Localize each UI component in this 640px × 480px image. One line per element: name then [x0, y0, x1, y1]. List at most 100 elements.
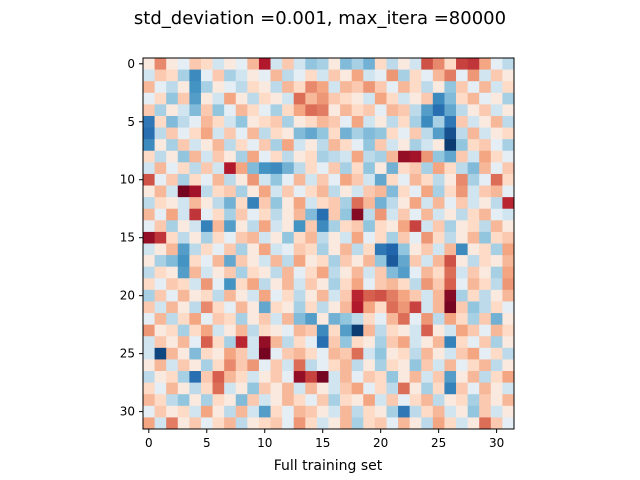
heatmap-cell: [444, 289, 457, 302]
heatmap-cell: [270, 336, 283, 349]
heatmap-cell: [456, 394, 469, 407]
heatmap-cell: [200, 347, 213, 360]
heatmap-cell: [421, 115, 434, 128]
heatmap-cell: [502, 313, 515, 326]
x-tick-label: 25: [431, 436, 446, 450]
heatmap-cell: [177, 278, 190, 291]
heatmap-cell: [490, 359, 503, 372]
heatmap-cell: [235, 231, 248, 244]
heatmap-cell: [328, 289, 341, 302]
heatmap-cell: [212, 243, 225, 256]
heatmap-cell: [363, 185, 376, 198]
heatmap-cell: [386, 139, 399, 152]
heatmap-cell: [421, 417, 434, 430]
heatmap-cell: [166, 220, 179, 233]
heatmap-cell: [502, 104, 515, 117]
heatmap-cell: [282, 150, 295, 163]
heatmap-cell: [409, 289, 422, 302]
heatmap-cell: [282, 139, 295, 152]
heatmap-cell: [374, 208, 387, 221]
heatmap-cell: [305, 58, 318, 70]
heatmap-cell: [282, 127, 295, 140]
heatmap-cell: [328, 347, 341, 360]
heatmap-cell: [293, 104, 306, 117]
heatmap-cell: [258, 324, 271, 337]
heatmap-cell: [467, 58, 480, 70]
heatmap-cell: [479, 197, 492, 210]
heatmap-cell: [398, 359, 411, 372]
heatmap-cell: [340, 69, 353, 82]
heatmap-cell: [374, 313, 387, 326]
heatmap-cell: [386, 208, 399, 221]
heatmap-cell: [432, 231, 445, 244]
heatmap-cell: [270, 313, 283, 326]
heatmap-cell: [247, 313, 260, 326]
heatmap-cell: [177, 255, 190, 268]
heatmap-cell: [316, 231, 329, 244]
heatmap-cell: [258, 208, 271, 221]
heatmap-cell: [235, 301, 248, 314]
heatmap-cell: [154, 220, 167, 233]
heatmap-cell: [351, 220, 364, 233]
heatmap-cell: [409, 208, 422, 221]
heatmap-cell: [200, 92, 213, 105]
heatmap-cell: [351, 104, 364, 117]
heatmap-cell: [502, 382, 515, 395]
heatmap-cell: [212, 220, 225, 233]
heatmap-cell: [212, 382, 225, 395]
heatmap-cell: [305, 347, 318, 360]
heatmap-cell: [270, 81, 283, 94]
heatmap-cell: [200, 382, 213, 395]
heatmap-cell: [316, 197, 329, 210]
heatmap-cell: [316, 243, 329, 256]
heatmap-cell: [479, 405, 492, 418]
heatmap-cell: [143, 104, 155, 117]
heatmap-cell: [258, 115, 271, 128]
heatmap-cell: [398, 150, 411, 163]
heatmap-cell: [467, 81, 480, 94]
heatmap-cell: [212, 197, 225, 210]
heatmap-cell: [166, 58, 179, 70]
heatmap-cell: [444, 58, 457, 70]
heatmap-cell: [467, 92, 480, 105]
heatmap-cell: [212, 278, 225, 291]
heatmap-cell: [386, 266, 399, 279]
heatmap-cell: [305, 394, 318, 407]
heatmap-cell: [212, 301, 225, 314]
heatmap-cell: [316, 150, 329, 163]
heatmap-cell: [421, 92, 434, 105]
heatmap-cell: [258, 371, 271, 384]
heatmap-cell: [177, 69, 190, 82]
heatmap-cell: [235, 382, 248, 395]
heatmap-cell: [293, 139, 306, 152]
heatmap-cell: [282, 417, 295, 430]
heatmap-cell: [409, 301, 422, 314]
heatmap-cell: [398, 104, 411, 117]
heatmap-cell: [143, 394, 155, 407]
heatmap-cell: [432, 324, 445, 337]
heatmap-cell: [479, 359, 492, 372]
heatmap-cell: [143, 127, 155, 140]
heatmap-cell: [490, 173, 503, 186]
heatmap-cell: [212, 139, 225, 152]
heatmap-cell: [143, 185, 155, 198]
x-tick-label: 5: [203, 436, 211, 450]
heatmap-cell: [166, 185, 179, 198]
heatmap-cell: [479, 382, 492, 395]
heatmap-cell: [200, 127, 213, 140]
heatmap-cell: [258, 382, 271, 395]
heatmap-cell: [374, 150, 387, 163]
heatmap-cell: [467, 278, 480, 291]
heatmap-cell: [421, 371, 434, 384]
heatmap-cell: [490, 115, 503, 128]
heatmap-cell: [328, 162, 341, 175]
heatmap-cell: [374, 371, 387, 384]
y-tick-label: 20: [120, 289, 135, 303]
heatmap-cell: [224, 208, 237, 221]
heatmap-cell: [421, 81, 434, 94]
heatmap-cell: [363, 58, 376, 70]
heatmap-cell: [502, 197, 515, 210]
heatmap-cell: [282, 405, 295, 418]
heatmap-cell: [351, 231, 364, 244]
